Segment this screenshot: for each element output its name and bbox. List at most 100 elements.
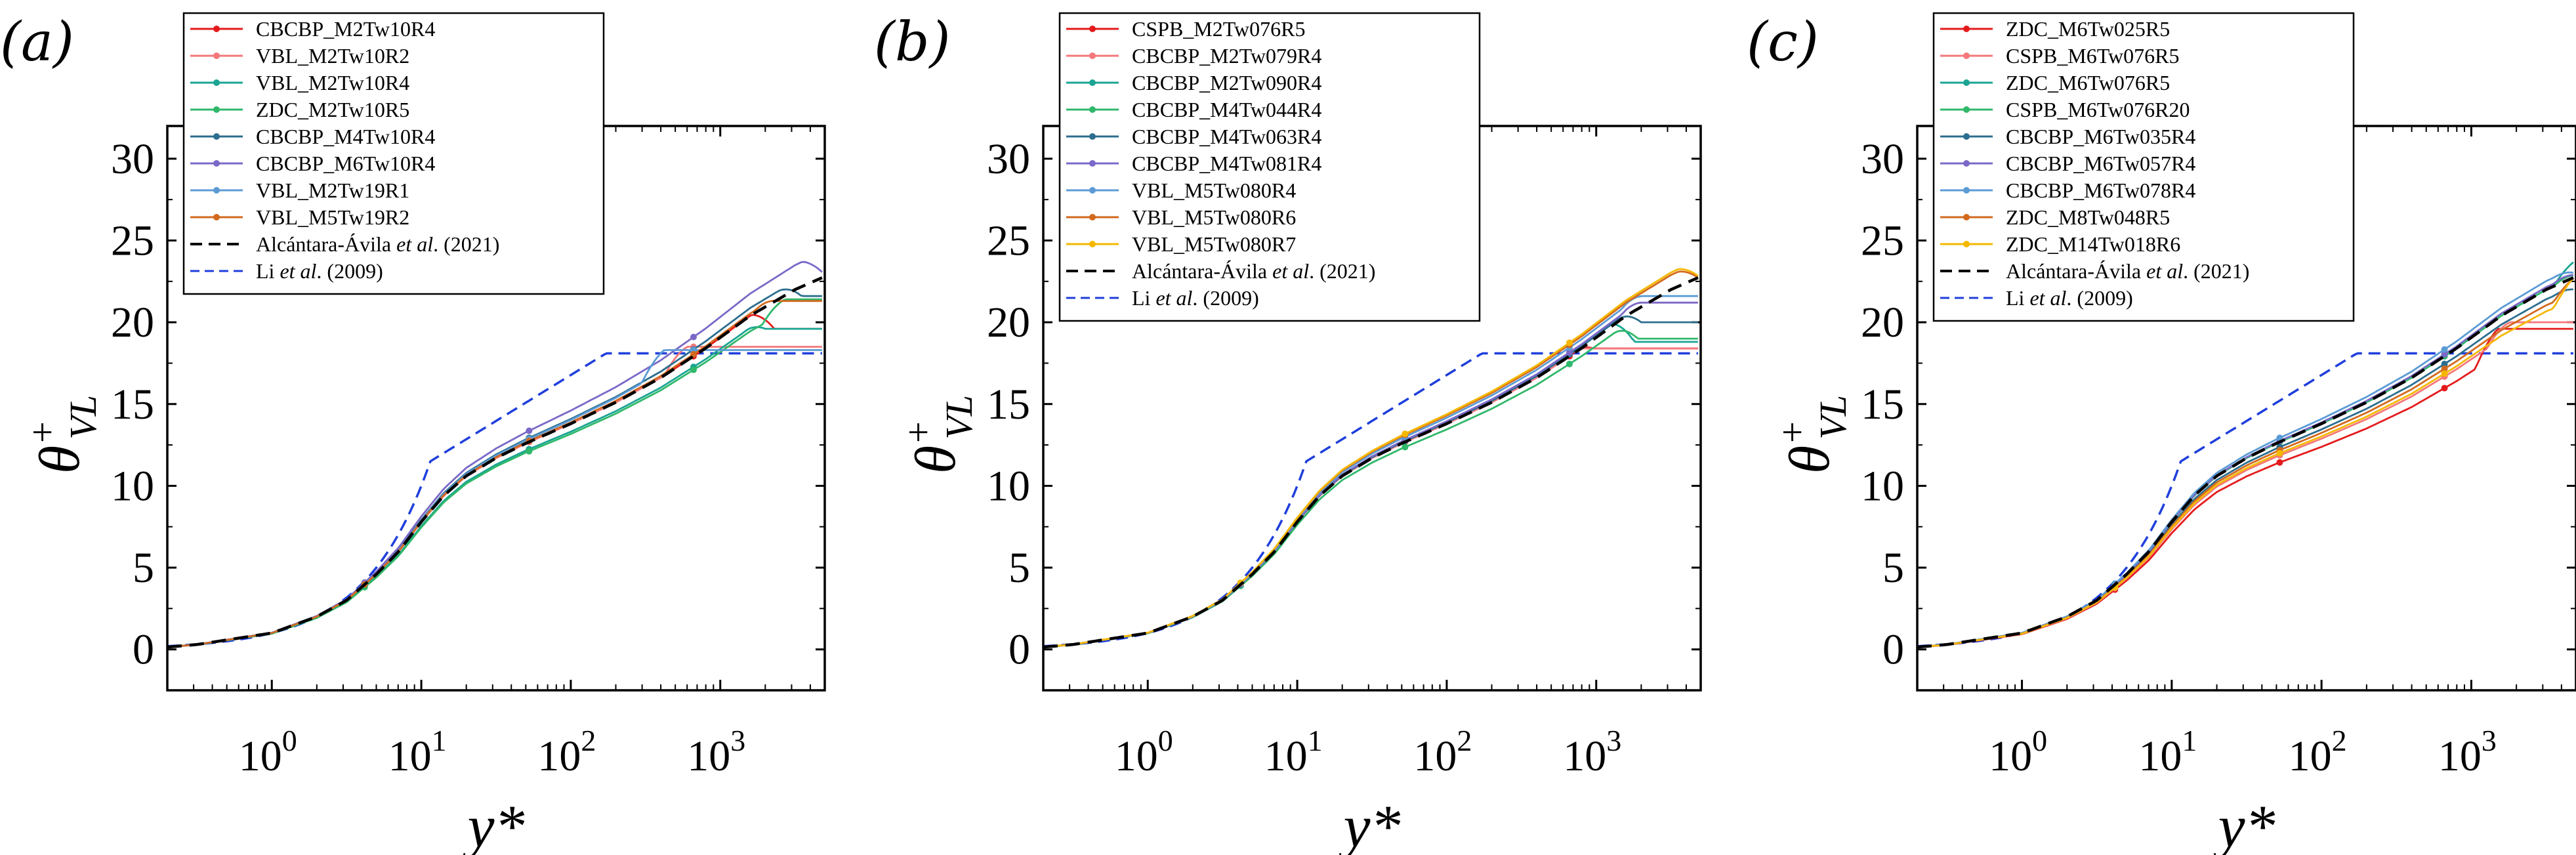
legend-label: ZDC_M14Tw018R6 xyxy=(2006,232,2180,256)
y-label-sup: + xyxy=(897,420,940,446)
legend-label: CBCBP_M6Tw078R4 xyxy=(2006,178,2195,202)
y-tick-label: 15 xyxy=(987,381,1030,428)
legend-label: Alcántara-Ávila et al. (2021) xyxy=(1132,259,1375,283)
x-tick-base: 10 xyxy=(2438,732,2482,780)
series-line xyxy=(167,349,822,648)
y-label-sub: VL xyxy=(1812,395,1854,440)
x-tick-base: 10 xyxy=(1989,732,2032,780)
x-tick-base: 10 xyxy=(537,732,581,780)
x-tick-exponent: 1 xyxy=(432,724,447,757)
legend-marker xyxy=(1963,214,1970,220)
y-axis-label: θ+VL xyxy=(897,395,980,474)
x-tick-exponent: 2 xyxy=(1457,724,1472,757)
li-2009-line xyxy=(1917,352,2573,648)
legend-label: VBL_M5Tw080R6 xyxy=(1132,205,1296,229)
x-tick-label: 103 xyxy=(687,724,745,780)
x-tick-exponent: 2 xyxy=(581,724,596,757)
legend-et-al: et al xyxy=(2146,259,2183,283)
y-tick-label: 0 xyxy=(1882,626,1904,674)
legend-marker xyxy=(213,187,220,194)
legend-label: ZDC_M8Tw048R5 xyxy=(2006,205,2170,229)
series-marker xyxy=(2276,434,2283,442)
series-line xyxy=(1917,274,2574,648)
legend-label: VBL_M2Tw19R1 xyxy=(256,178,409,202)
legend-label: Li et al. (2009) xyxy=(2006,286,2133,310)
legend-box xyxy=(1058,12,1481,322)
x-tick-exponent: 0 xyxy=(1158,724,1173,757)
legend-label: CBCBP_M2Tw079R4 xyxy=(1132,44,1321,68)
y-tick-label: 20 xyxy=(1861,299,1904,346)
legend-marker xyxy=(1963,187,1970,194)
legend-author: Alcántara-Ávila xyxy=(256,232,396,256)
x-tick-exponent: 1 xyxy=(1308,724,1323,757)
series-line xyxy=(1043,347,1698,648)
series-marker xyxy=(2441,385,2448,392)
legend-label: CBCBP_M4Tw063R4 xyxy=(1132,125,1321,148)
legend-marker xyxy=(213,214,220,220)
panel-label-c: (c) xyxy=(1747,11,1819,73)
legend-label: CBCBP_M6Tw035R4 xyxy=(2006,125,2195,148)
y-tick-label: 30 xyxy=(1861,135,1904,183)
y-tick-label: 25 xyxy=(111,217,154,264)
legend-label: VBL_M5Tw19R2 xyxy=(256,205,409,229)
series-line xyxy=(1043,268,1699,648)
legend-year: . (2009) xyxy=(2066,286,2132,310)
series-line xyxy=(1917,327,2573,648)
legend-label: CBCBP_M6Tw057R4 xyxy=(2006,152,2195,175)
series-line xyxy=(167,346,822,648)
y-label-sub: VL xyxy=(938,395,980,440)
legend-label: VBL_M5Tw080R7 xyxy=(1132,232,1296,256)
x-tick-label: 101 xyxy=(388,724,447,780)
y-tick-label: 5 xyxy=(1008,544,1030,592)
legend-author: Li xyxy=(1132,286,1155,310)
li-2009-line xyxy=(167,352,822,648)
y-tick-label: 15 xyxy=(111,381,154,428)
series-marker xyxy=(1566,349,1573,356)
x-tick-base: 10 xyxy=(1264,732,1308,780)
legend-marker xyxy=(213,106,220,113)
series-marker xyxy=(2441,370,2448,377)
x-tick-base: 10 xyxy=(388,732,432,780)
y-tick-label: 30 xyxy=(987,135,1030,183)
series-marker xyxy=(1402,430,1409,438)
x-tick-base: 10 xyxy=(1413,732,1457,780)
y-tick-label: 30 xyxy=(111,135,154,183)
legend-marker xyxy=(1089,106,1096,113)
x-tick-label: 100 xyxy=(239,724,297,780)
legend-year: . (2021) xyxy=(1309,259,1375,283)
series-line xyxy=(1043,301,1698,648)
x-tick-exponent: 3 xyxy=(1606,724,1621,757)
series-line xyxy=(167,298,822,648)
legend-label: Alcántara-Ávila et al. (2021) xyxy=(256,232,499,256)
x-tick-exponent: 1 xyxy=(2182,724,2197,757)
y-tick-label: 10 xyxy=(1861,462,1904,510)
x-tick-exponent: 3 xyxy=(730,724,745,757)
legend-marker xyxy=(1089,133,1096,140)
series-marker xyxy=(526,448,533,455)
series-marker xyxy=(2276,459,2283,466)
x-tick-label: 102 xyxy=(1413,724,1472,780)
legend-et-al: et al xyxy=(2029,286,2066,310)
series-line xyxy=(1043,329,1698,648)
legend-marker xyxy=(1963,241,1970,247)
y-label-sup: + xyxy=(1771,420,1814,446)
x-tick-label: 100 xyxy=(1115,724,1173,780)
legend-marker xyxy=(213,79,220,86)
series-line xyxy=(1043,346,1698,648)
y-axis-label: θ+VL xyxy=(21,395,104,474)
y-label-theta: θ xyxy=(28,446,92,474)
series-marker xyxy=(2441,350,2448,358)
series-marker xyxy=(1566,339,1573,346)
legend-label: Li et al. (2009) xyxy=(1132,286,1259,310)
y-tick-label: 10 xyxy=(111,462,154,510)
series-line xyxy=(167,314,822,648)
series-marker xyxy=(2276,449,2283,457)
legend-label: CBCBP_M4Tw081R4 xyxy=(1132,152,1321,175)
legend-label: Alcántara-Ávila et al. (2021) xyxy=(2006,259,2249,283)
legend-author: Alcántara-Ávila xyxy=(1132,259,1272,283)
